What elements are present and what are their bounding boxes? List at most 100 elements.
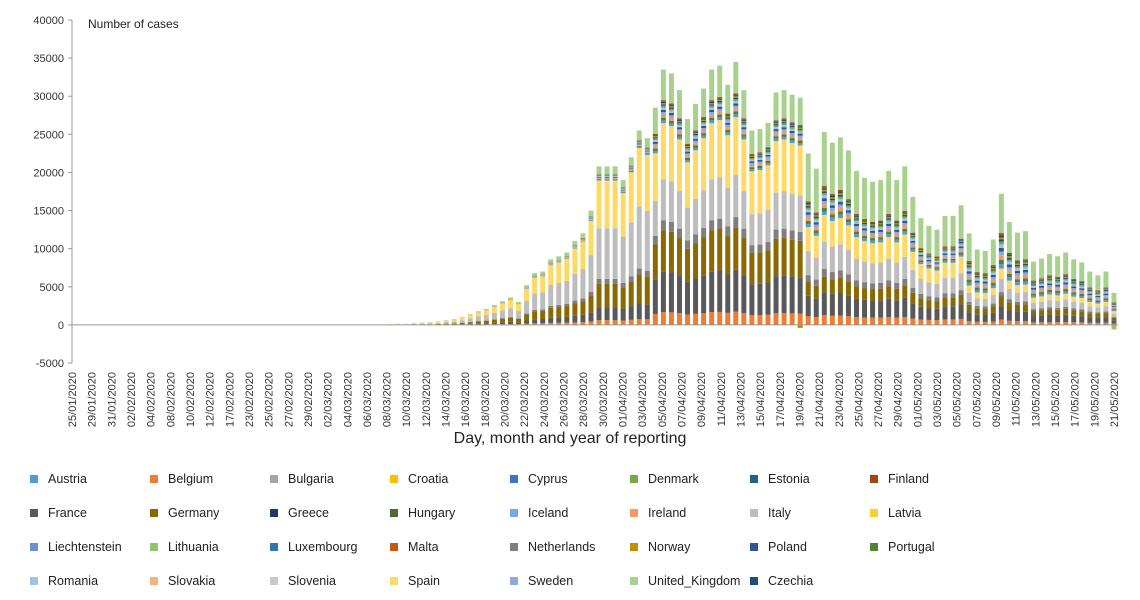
bar-segment bbox=[982, 281, 988, 284]
bar-segment bbox=[934, 270, 940, 284]
x-tick-label: 20/03/2020 bbox=[500, 372, 512, 427]
bar-segment bbox=[644, 151, 650, 153]
bar-segment bbox=[958, 250, 964, 253]
bar-segment bbox=[837, 193, 843, 195]
legend-swatch bbox=[510, 475, 518, 483]
bar-segment bbox=[612, 320, 618, 325]
bar-segment bbox=[508, 308, 514, 317]
bar-segment bbox=[1055, 293, 1061, 296]
bar-segment bbox=[1055, 286, 1061, 289]
bar-segment bbox=[854, 221, 859, 224]
bar-segment bbox=[805, 209, 811, 213]
bar-segment bbox=[813, 213, 819, 215]
legend-label: Spain bbox=[408, 574, 440, 588]
bar-segment bbox=[773, 122, 779, 125]
bar-segment bbox=[556, 307, 562, 318]
bar-segment bbox=[1071, 322, 1077, 325]
bar-segment bbox=[966, 263, 972, 266]
bar-segment bbox=[628, 168, 634, 170]
bar-segment bbox=[781, 191, 787, 229]
bar-segment bbox=[1031, 322, 1037, 325]
bar-segment bbox=[580, 322, 586, 325]
bar-segment bbox=[540, 311, 546, 320]
x-tick-label: 08/03/2020 bbox=[382, 372, 394, 427]
bar-segment bbox=[854, 286, 859, 299]
legend-swatch bbox=[150, 509, 158, 517]
bar-segment bbox=[580, 314, 586, 323]
bar-segment bbox=[837, 270, 843, 279]
bar-segment bbox=[717, 177, 723, 219]
bar-segment bbox=[1039, 310, 1045, 316]
bar-segment bbox=[1047, 275, 1053, 277]
bar-segment bbox=[902, 216, 908, 219]
bar-segment-negative bbox=[797, 324, 803, 328]
bar-segment bbox=[564, 322, 570, 325]
bar-segment bbox=[1079, 285, 1085, 287]
bar-segment bbox=[765, 147, 771, 149]
y-tick-label: 10000 bbox=[33, 244, 64, 256]
bar-segment bbox=[797, 138, 803, 141]
bar-segment bbox=[1014, 270, 1020, 274]
bar-segment bbox=[1047, 322, 1053, 325]
bar-segment bbox=[854, 218, 859, 220]
bar-segment bbox=[1111, 316, 1117, 318]
bar-segment bbox=[1022, 321, 1028, 325]
bar-segment bbox=[1087, 296, 1093, 299]
bar-segment bbox=[910, 318, 916, 325]
bar-segment bbox=[773, 92, 779, 121]
bar-segment bbox=[733, 105, 739, 109]
bar-segment bbox=[532, 319, 538, 324]
bar-segment bbox=[878, 229, 884, 232]
bar-segment bbox=[845, 202, 851, 204]
bar-segment bbox=[1055, 300, 1061, 308]
legend-label: Slovenia bbox=[288, 574, 336, 588]
bar-segment bbox=[1014, 262, 1020, 264]
bar-segment bbox=[845, 150, 851, 200]
bar-segment bbox=[902, 231, 908, 235]
bar-segment bbox=[685, 157, 691, 161]
bar-segment bbox=[886, 218, 892, 220]
bar-segment bbox=[966, 304, 972, 313]
bar-segment bbox=[821, 188, 827, 190]
bar-segment bbox=[862, 241, 868, 262]
bar-segment bbox=[854, 228, 859, 232]
bar-segment bbox=[982, 290, 988, 294]
bar-segment bbox=[765, 150, 771, 152]
bar-segment bbox=[652, 279, 658, 315]
legend-label: Germany bbox=[168, 506, 220, 520]
bar-segment bbox=[1014, 264, 1020, 267]
bar-segment bbox=[958, 254, 964, 257]
bar-segment bbox=[821, 292, 827, 316]
x-tick-label: 18/03/2020 bbox=[480, 372, 492, 427]
bar-segment bbox=[1039, 282, 1045, 285]
bar-segment bbox=[491, 319, 497, 323]
bar-segment bbox=[709, 220, 715, 231]
bar-segment bbox=[854, 215, 859, 217]
bar-segment bbox=[1006, 252, 1012, 254]
legend-item: Hungary bbox=[390, 506, 455, 520]
bar-segment bbox=[612, 307, 618, 321]
bar-segment bbox=[1103, 288, 1109, 289]
bar-segment bbox=[813, 219, 819, 223]
bar-segment bbox=[958, 243, 964, 245]
bar-segment bbox=[1014, 266, 1020, 269]
bar-segment bbox=[693, 145, 699, 148]
bar-segment bbox=[854, 231, 859, 235]
bar-segment bbox=[1063, 299, 1069, 307]
bar-segment bbox=[451, 319, 457, 322]
legend-swatch bbox=[30, 475, 38, 483]
bar-segment bbox=[805, 227, 811, 252]
bar-segment bbox=[934, 260, 940, 263]
bar-segment bbox=[878, 180, 884, 221]
bar-segment bbox=[789, 123, 795, 124]
bar-segment bbox=[942, 246, 948, 248]
bar-segment bbox=[1063, 291, 1069, 294]
bar-segment bbox=[709, 107, 715, 110]
legend-label: Malta bbox=[408, 540, 439, 554]
bar-segment bbox=[572, 300, 578, 304]
bar-segment bbox=[676, 125, 682, 128]
bar-segment bbox=[773, 124, 779, 126]
bar-segment bbox=[918, 218, 924, 249]
bar-segment bbox=[829, 193, 835, 195]
bar-segment bbox=[596, 176, 602, 177]
